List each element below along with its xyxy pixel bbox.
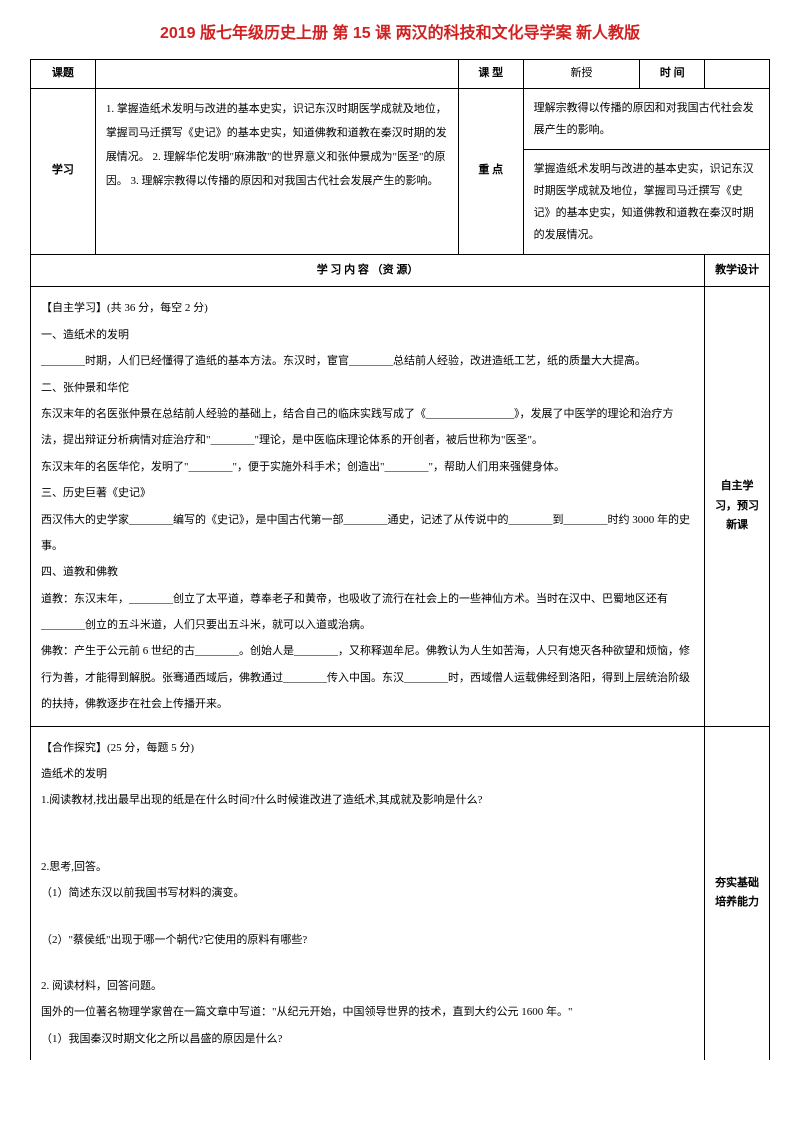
s1-l4: 东汉末年的名医张仲景在总结前人经验的基础上，结合自己的临床实践写成了《_____… xyxy=(41,401,694,454)
content-resources-header: 学 习 内 容 （资 源） xyxy=(31,254,705,287)
s1-l2: ________时期，人们已经懂得了造纸的基本方法。东汉时，宦官________… xyxy=(41,348,694,374)
s1-l6: 三、历史巨著《史记》 xyxy=(41,480,694,506)
s1-l1: 一、造纸术的发明 xyxy=(41,322,694,348)
keypoint-b: 掌握造纸术发明与改进的基本史实，识记东汉时期医学成就及地位，掌握司马迁撰写《史记… xyxy=(523,149,769,254)
topic-value xyxy=(95,59,458,88)
s2-l5: （2）"蔡侯纸"出现于哪一个朝代?它使用的原料有哪些? xyxy=(41,927,694,953)
label-time: 时 间 xyxy=(640,59,705,88)
label-keypoint: 重 点 xyxy=(458,88,523,254)
coop-inquiry-content: 【合作探究】(25 分，每题 5 分) 造纸术的发明 1.阅读教材,找出最早出现… xyxy=(31,726,705,1060)
design-header: 教学设计 xyxy=(705,254,770,287)
page-title: 2019 版七年级历史上册 第 15 课 两汉的科技和文化导学案 新人教版 xyxy=(30,20,770,49)
side-note-2: 夯实基础培养能力 xyxy=(705,726,770,1060)
lesson-table: 课题 课 型 新授 时 间 学习 1. 掌握造纸术发明与改进的基本史实，识记东汉… xyxy=(30,59,770,1060)
s1-l10: 佛教：产生于公元前 6 世纪的古________。创始人是________，又称… xyxy=(41,638,694,717)
s2-l4: （1）简述东汉以前我国书写材料的演变。 xyxy=(41,880,694,906)
s2-l1: 造纸术的发明 xyxy=(41,761,694,787)
study-content: 1. 掌握造纸术发明与改进的基本史实，识记东汉时期医学成就及地位，掌握司马迁撰写… xyxy=(95,88,458,254)
s2-l3: 2.思考,回答。 xyxy=(41,854,694,880)
label-type: 课 型 xyxy=(458,59,523,88)
label-study: 学习 xyxy=(31,88,96,254)
s2-h1: 【合作探究】(25 分，每题 5 分) xyxy=(41,735,694,761)
s1-l9: 道教：东汉末年，________创立了太平道，尊奉老子和黄帝，也吸收了流行在社会… xyxy=(41,586,694,639)
label-topic: 课题 xyxy=(31,59,96,88)
s2-l7: 国外的一位著名物理学家曾在一篇文章中写道："从纪元开始，中国领导世界的技术，直到… xyxy=(41,999,694,1025)
s2-l8: （1）我国秦汉时期文化之所以昌盛的原因是什么? xyxy=(41,1026,694,1052)
s2-l2: 1.阅读教材,找出最早出现的纸是在什么时间?什么时候谁改进了造纸术,其成就及影响… xyxy=(41,787,694,813)
s1-l5: 东汉末年的名医华佗，发明了"________"，便于实施外科手术；创造出"___… xyxy=(41,454,694,480)
s2-l6: 2. 阅读材料，回答问题。 xyxy=(41,973,694,999)
s1-l3: 二、张仲景和华佗 xyxy=(41,375,694,401)
keypoint-a: 理解宗教得以传播的原因和对我国古代社会发展产生的影响。 xyxy=(523,88,769,149)
s1-h1: 【自主学习】(共 36 分，每空 2 分) xyxy=(41,295,694,321)
time-value xyxy=(705,59,770,88)
type-value: 新授 xyxy=(523,59,640,88)
self-study-content: 【自主学习】(共 36 分，每空 2 分) 一、造纸术的发明 ________时… xyxy=(31,287,705,726)
s1-l8: 四、道教和佛教 xyxy=(41,559,694,585)
side-note-1: 自主学习，预习新课 xyxy=(705,287,770,726)
s1-l7: 西汉伟大的史学家________编写的《史记》，是中国古代第一部________… xyxy=(41,507,694,560)
